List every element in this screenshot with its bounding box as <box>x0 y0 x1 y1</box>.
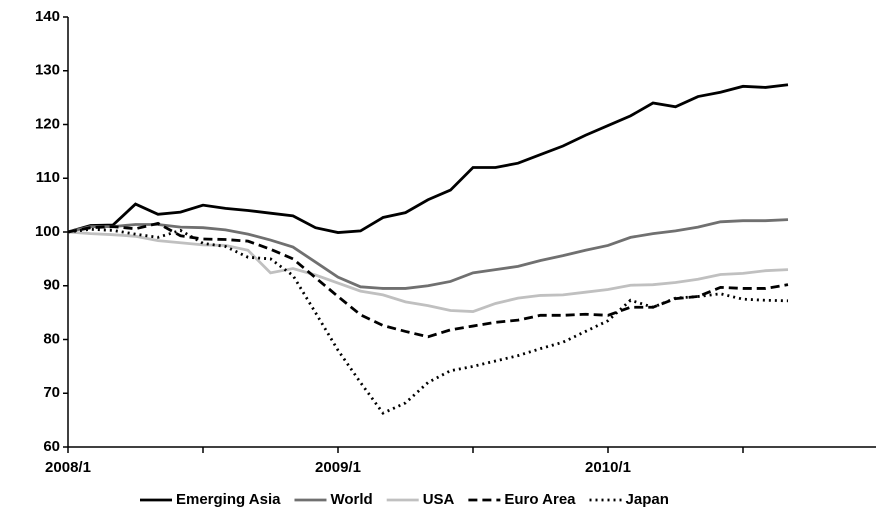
series-line <box>67 221 789 339</box>
y-tick-label: 110 <box>36 169 60 186</box>
y-tick-label: 60 <box>43 438 60 455</box>
x-tick-label: 2009/1 <box>315 459 361 476</box>
y-tick-label: 140 <box>35 8 60 25</box>
series-line <box>67 218 789 290</box>
x-tick-label: 2008/1 <box>45 459 91 476</box>
y-tick-label: 100 <box>35 223 60 240</box>
y-tick-label: 80 <box>43 330 60 347</box>
series-line <box>67 230 789 313</box>
legend-label: Emerging Asia <box>176 491 281 508</box>
legend-label: Japan <box>626 491 669 508</box>
y-tick-label: 70 <box>43 384 60 401</box>
y-tick-label: 90 <box>43 277 60 294</box>
legend-label: USA <box>423 491 455 508</box>
series-line <box>67 227 789 415</box>
y-tick-label: 130 <box>35 62 60 79</box>
x-tick-label: 2010/1 <box>585 459 631 476</box>
legend-label: World <box>330 491 372 508</box>
legend-label: Euro Area <box>504 491 576 508</box>
y-tick-label: 120 <box>35 115 60 132</box>
series-line <box>67 83 789 234</box>
